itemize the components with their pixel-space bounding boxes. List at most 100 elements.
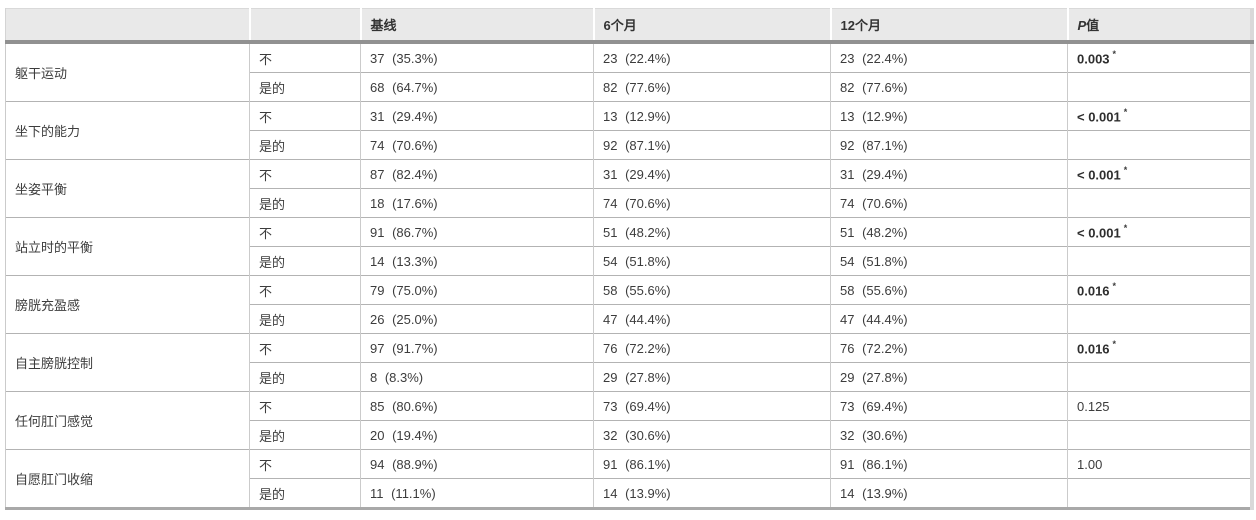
significance-asterisk: * <box>1112 48 1117 59</box>
cell-12-months: 82 (77.6%) <box>830 72 1068 102</box>
p-value-text: < 0.001 <box>1077 225 1121 241</box>
significance-asterisk: * <box>1123 222 1128 233</box>
cell-baseline: 37 (35.3%) <box>360 41 594 73</box>
cell-p-value <box>1067 362 1252 392</box>
cell-12-months: 14 (13.9%) <box>830 478 1068 509</box>
cell-answer: 是的 <box>249 304 361 334</box>
cell-12-months: 13 (12.9%) <box>830 101 1068 131</box>
cell-category: 自主膀胱控制 <box>5 333 250 392</box>
cell-answer: 不 <box>249 217 361 247</box>
cell-6-months: 51 (48.2%) <box>593 217 831 247</box>
cell-p-value: 0.016 * <box>1067 275 1252 305</box>
significance-asterisk: * <box>1123 106 1128 117</box>
p-value-text: 0.125 <box>1077 398 1110 414</box>
cell-answer: 是的 <box>249 362 361 392</box>
cell-p-value <box>1067 188 1252 218</box>
cell-baseline: 18 (17.6%) <box>360 188 594 218</box>
p-value-text: 0.003 <box>1077 51 1110 67</box>
cell-category: 躯干运动 <box>5 41 250 102</box>
significance-asterisk: * <box>1112 280 1117 291</box>
cell-answer: 是的 <box>249 72 361 102</box>
cell-p-value: 0.003 * <box>1067 41 1252 73</box>
cell-12-months: 29 (27.8%) <box>830 362 1068 392</box>
cell-12-months: 91 (86.1%) <box>830 449 1068 479</box>
cell-baseline: 94 (88.9%) <box>360 449 594 479</box>
table-row: 站立时的平衡不 91 (86.7%) 51 (48.2%) 51 (48.2%) < 0… <box>5 217 1252 276</box>
header-row: 基线 6个月 12个月 P值 <box>5 8 1252 44</box>
table-row: 是的 20 (19.4%) 32 (30.6%) 32 (30.6%) <box>6 420 1252 450</box>
cell-12-months: 47 (44.4%) <box>830 304 1068 334</box>
cell-p-value: 0.125 <box>1067 391 1252 421</box>
cell-baseline: 31 (29.4%) <box>360 101 594 131</box>
cell-6-months: 73 (69.4%) <box>593 391 831 421</box>
header-baseline: 基线 <box>359 8 594 44</box>
cell-p-value <box>1067 304 1252 334</box>
cell-answer: 不 <box>249 449 361 479</box>
cell-12-months: 54 (51.8%) <box>830 246 1068 276</box>
cell-p-value <box>1067 246 1252 276</box>
table-row: 是的 14 (13.3%) 54 (51.8%) 54 (51.8%) <box>6 246 1252 276</box>
p-value-text: 1.00 <box>1077 456 1103 472</box>
cell-p-value: < 0.001 * <box>1067 101 1252 131</box>
cell-6-months: 74 (70.6%) <box>593 188 831 218</box>
header-12-months: 12个月 <box>829 8 1068 44</box>
cell-answer: 是的 <box>249 130 361 160</box>
cell-answer: 不 <box>249 41 361 73</box>
table-row: 是的 68 (64.7%) 82 (77.6%) 82 (77.6%) <box>6 72 1252 102</box>
cell-p-value <box>1067 420 1252 450</box>
cell-answer: 不 <box>249 391 361 421</box>
table-row: 躯干运动不 37 (35.3%) 23 (22.4%) 23 (22.4%) 0.003… <box>5 41 1252 102</box>
table-row: 是的 18 (17.6%) 74 (70.6%) 74 (70.6%) <box>6 188 1252 218</box>
cell-category: 任何肛门感觉 <box>5 391 250 450</box>
cell-baseline: 26 (25.0%) <box>360 304 594 334</box>
cell-baseline: 68 (64.7%) <box>360 72 594 102</box>
header-p-value: P值 <box>1066 8 1252 44</box>
cell-12-months: 32 (30.6%) <box>830 420 1068 450</box>
cell-answer: 不 <box>249 159 361 189</box>
cell-answer: 不 <box>249 275 361 305</box>
cell-answer: 不 <box>249 333 361 363</box>
cell-p-value <box>1067 478 1252 509</box>
cell-answer: 是的 <box>249 246 361 276</box>
cell-category: 坐姿平衡 <box>5 159 250 218</box>
p-value-text: 0.016 <box>1077 341 1110 357</box>
header-answer <box>248 8 361 44</box>
cell-p-value <box>1067 130 1252 160</box>
cell-6-months: 54 (51.8%) <box>593 246 831 276</box>
cell-baseline: 91 (86.7%) <box>360 217 594 247</box>
p-value-text: < 0.001 <box>1077 167 1121 183</box>
table-row: 是的 74 (70.6%) 92 (87.1%) 92 (87.1%) <box>6 130 1252 160</box>
cell-p-value: 1.00 <box>1067 449 1252 479</box>
cell-p-value: < 0.001 * <box>1067 217 1252 247</box>
table-body: 躯干运动不 37 (35.3%) 23 (22.4%) 23 (22.4%) 0.003… <box>5 41 1252 509</box>
significance-asterisk: * <box>1112 338 1117 349</box>
cell-12-months: 23 (22.4%) <box>830 41 1068 73</box>
cell-12-months: 74 (70.6%) <box>830 188 1068 218</box>
table-row: 是的 11 (11.1%) 14 (13.9%) 14 (13.9%) <box>6 478 1252 509</box>
cell-6-months: 82 (77.6%) <box>593 72 831 102</box>
p-value-italic-letter: P <box>1077 18 1087 33</box>
p-value-text: < 0.001 <box>1077 109 1121 125</box>
cell-baseline: 8 (8.3%) <box>360 362 594 392</box>
cell-6-months: 32 (30.6%) <box>593 420 831 450</box>
cell-baseline: 11 (11.1%) <box>360 478 594 509</box>
cell-6-months: 76 (72.2%) <box>593 333 831 363</box>
cell-12-months: 58 (55.6%) <box>830 275 1068 305</box>
outcomes-table: 基线 6个月 12个月 P值 躯干运动不 37 (35.3%) 23 (22.4%)… <box>5 8 1254 510</box>
table-row: 是的 8 (8.3%) 29 (27.8%) 29 (27.8%) <box>6 362 1252 392</box>
cell-answer: 是的 <box>249 420 361 450</box>
cell-baseline: 14 (13.3%) <box>360 246 594 276</box>
cell-category: 膀胱充盈感 <box>5 275 250 334</box>
cell-baseline: 20 (19.4%) <box>360 420 594 450</box>
cell-category: 站立时的平衡 <box>5 217 250 276</box>
cell-12-months: 76 (72.2%) <box>830 333 1068 363</box>
cell-6-months: 91 (86.1%) <box>593 449 831 479</box>
table-row: 是的 26 (25.0%) 47 (44.4%) 47 (44.4%) <box>6 304 1252 334</box>
cell-6-months: 47 (44.4%) <box>593 304 831 334</box>
table-row: 自主膀胱控制不 97 (91.7%) 76 (72.2%) 76 (72.2%) 0.0… <box>5 333 1252 392</box>
header-category <box>5 8 250 44</box>
cell-p-value: 0.016 * <box>1067 333 1252 363</box>
table-row: 自愿肛门收缩不 94 (88.9%) 91 (86.1%) 91 (86.1%) 1.0… <box>5 449 1252 509</box>
cell-6-months: 29 (27.8%) <box>593 362 831 392</box>
